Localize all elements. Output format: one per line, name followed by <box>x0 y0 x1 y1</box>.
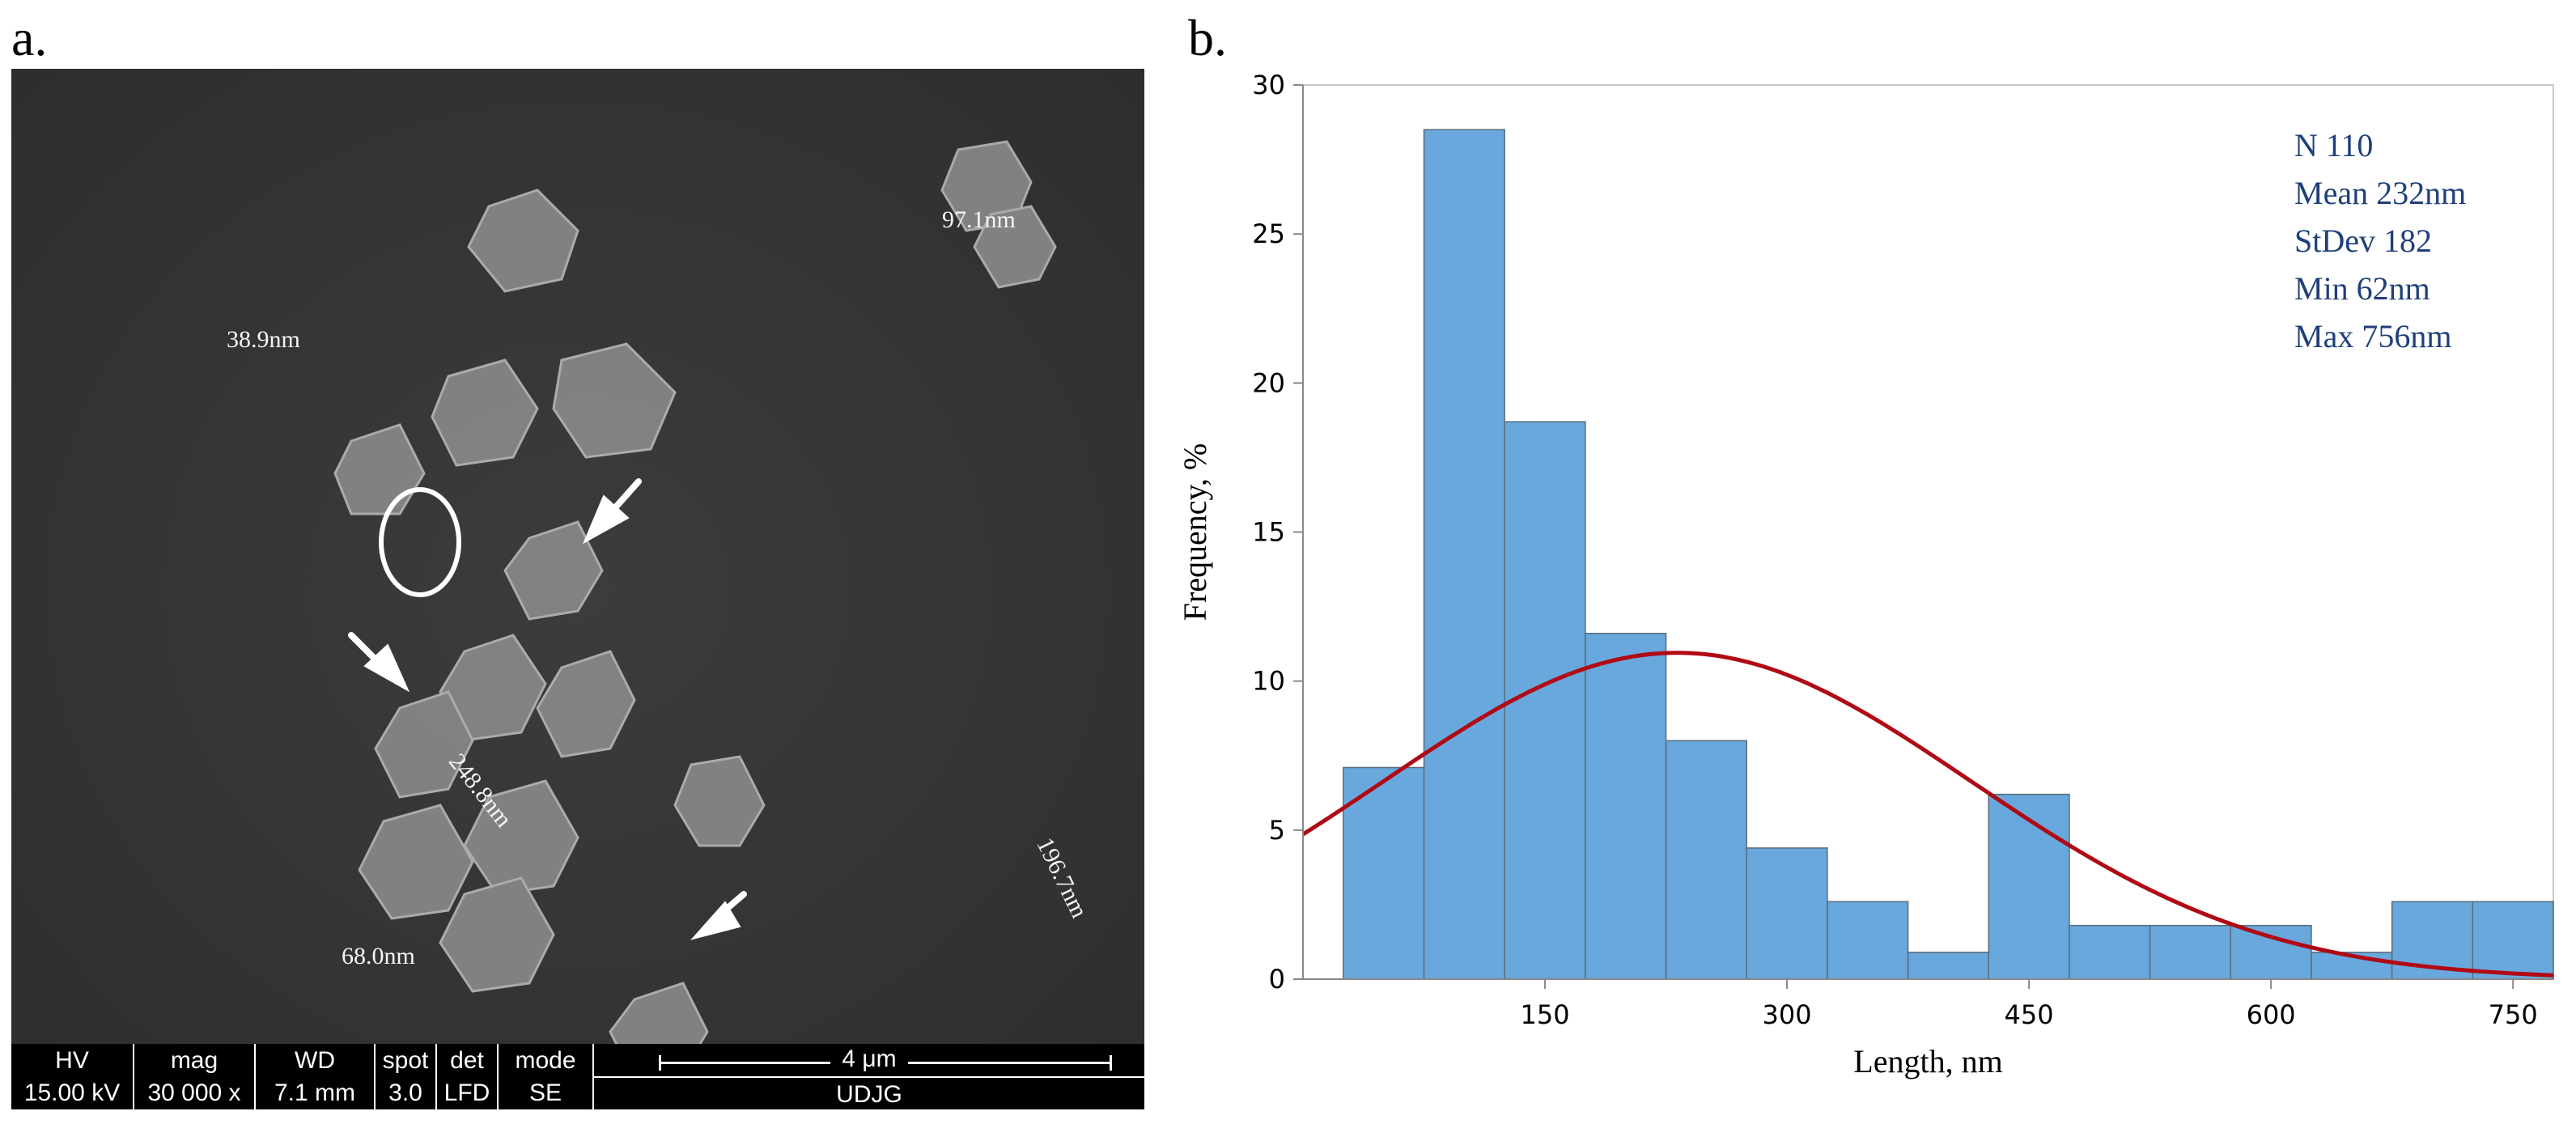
stats-line: N 110 <box>2294 127 2373 163</box>
wd-value: 7.1 mm <box>274 1079 356 1106</box>
wd-cell: WD 7.1 mm <box>256 1044 376 1109</box>
y-tick-label: 20 <box>1252 367 1285 398</box>
hv-cell: HV 15.00 kV <box>11 1044 134 1109</box>
spot-value: 3.0 <box>388 1079 422 1106</box>
spot-cell: spot 3.0 <box>376 1044 437 1109</box>
y-tick-label: 10 <box>1252 666 1285 697</box>
histogram-bar <box>1988 793 2070 980</box>
histogram-bar <box>1907 952 1990 980</box>
histogram-bar <box>1585 632 1667 980</box>
panel-label-a: a. <box>11 9 48 66</box>
y-tick-label: 15 <box>1252 517 1285 548</box>
hv-label: HV <box>55 1047 89 1074</box>
histogram-bar <box>1665 740 1747 980</box>
x-tick-label: 450 <box>2005 999 2054 1030</box>
histogram-bar <box>2472 901 2554 980</box>
histogram-bar <box>2069 924 2151 980</box>
mag-label: mag <box>170 1047 219 1074</box>
y-axis-title: Frequency, % <box>1177 443 1213 621</box>
histogram-bar <box>1746 847 1828 980</box>
mode-label: mode <box>515 1047 576 1074</box>
spot-label: spot <box>382 1047 429 1074</box>
stats-line: Mean 232nm <box>2294 175 2466 211</box>
y-tick-label: 5 <box>1269 815 1285 846</box>
sem-image-shapes <box>11 69 1144 1109</box>
y-tick-label: 25 <box>1252 218 1285 249</box>
x-tick-label: 600 <box>2247 999 2296 1030</box>
x-tick-label: 150 <box>1520 999 1569 1030</box>
y-tick-label: 30 <box>1252 70 1285 100</box>
det-cell: det LFD <box>437 1044 499 1109</box>
x-tick-label: 300 <box>1763 999 1812 1030</box>
mag-cell: mag 30 000 x <box>134 1044 256 1109</box>
sem-info-bar: HV 15.00 kV mag 30 000 x WD 7.1 mm spot … <box>11 1044 1144 1109</box>
measurement-label: 97.1nm <box>942 206 1016 233</box>
sem-micrograph: 97.1nm 38.9nm 248.8nm 196.7nm 68.0nm <box>11 69 1144 1109</box>
mode-cell: mode SE <box>499 1044 594 1109</box>
histogram-bar <box>1343 766 1425 980</box>
measurement-label: 38.9nm <box>227 326 300 353</box>
x-axis-title: Length, nm <box>1853 1043 2002 1079</box>
mode-value: SE <box>528 1079 562 1106</box>
stats-line: StDev 182 <box>2294 223 2432 259</box>
hv-value: 15.00 kV <box>23 1079 121 1106</box>
histogram-bar <box>1827 901 1909 980</box>
det-value: LFD <box>443 1079 490 1106</box>
normal-fit-curve <box>1301 651 2554 978</box>
institution-label: UDJG <box>594 1076 1144 1109</box>
y-tick-label: 0 <box>1269 964 1285 995</box>
scale-cell: 4 μm UDJG <box>594 1044 1144 1109</box>
measurement-label: 68.0nm <box>342 943 415 969</box>
mag-value: 30 000 x <box>147 1079 241 1106</box>
x-tick-label: 750 <box>2489 999 2538 1030</box>
histogram-bar <box>2391 901 2474 980</box>
stats-line: Min 62nm <box>2294 270 2430 307</box>
det-label: det <box>450 1047 484 1074</box>
scale-label: 4 μm <box>830 1046 908 1072</box>
histogram-bar <box>2149 924 2232 980</box>
wd-label: WD <box>295 1047 335 1074</box>
histogram-bar <box>1504 421 1586 980</box>
stats-line: Max 756nm <box>2294 318 2451 354</box>
panel-label-b: b. <box>1188 9 1227 66</box>
histogram-bar <box>1423 129 1505 980</box>
histogram-bar <box>2230 924 2312 980</box>
